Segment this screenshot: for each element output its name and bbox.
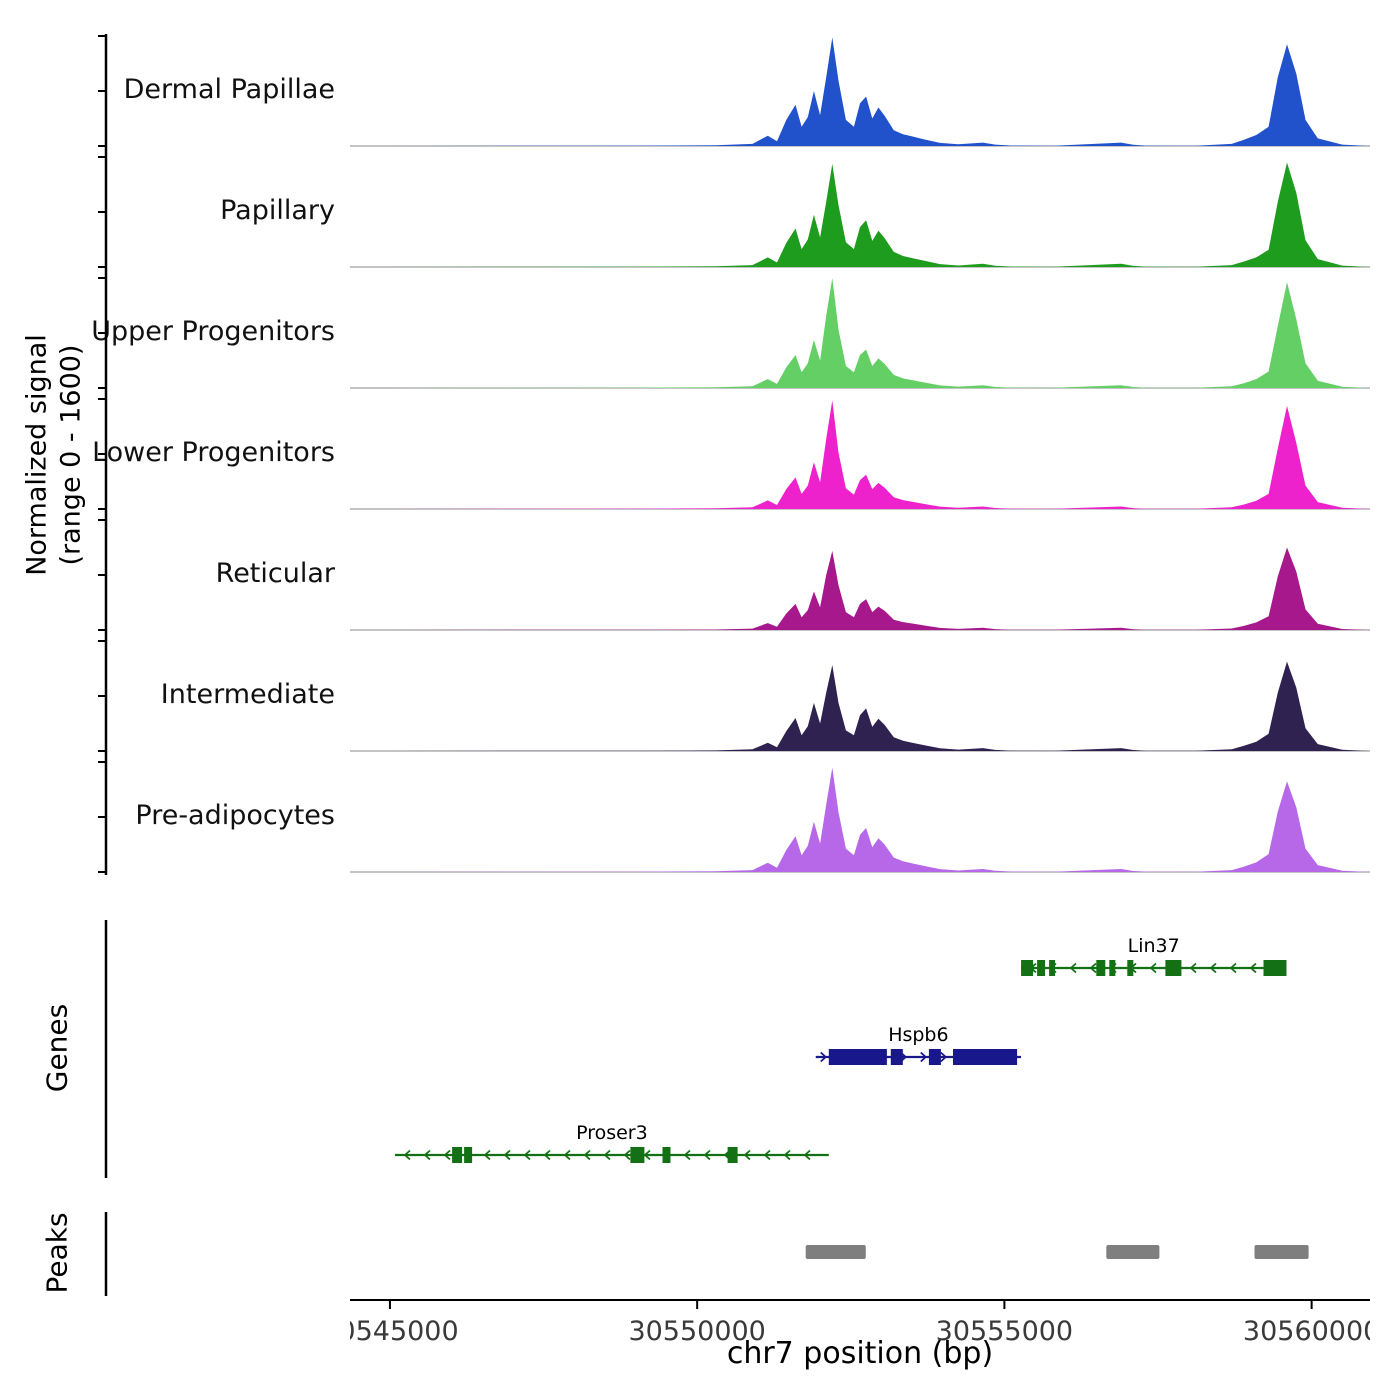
signal-track-reticular [350, 547, 1370, 631]
gene-exon [1127, 960, 1134, 976]
genes-track: Lin37 Hspb6 Proser3 [394, 935, 1287, 1163]
peak-region [805, 1245, 866, 1259]
signal-area-intermediate [350, 661, 1370, 751]
x-tick-label: 30560000 [1243, 1316, 1370, 1347]
gene-exon [464, 1147, 473, 1163]
signal-area-papillary [350, 162, 1370, 267]
gene-hspb6: Hspb6 [815, 1024, 1021, 1065]
gene-exon [890, 1049, 903, 1065]
signal-track-papillary [350, 162, 1370, 268]
x-tick-label: 30545000 [350, 1316, 459, 1347]
peaks-section-label: Peaks [40, 1212, 74, 1294]
signal-area-pre-adipocytes [350, 767, 1370, 872]
track-label-intermediate: Intermediate [160, 679, 335, 710]
track-label-upper-progenitors: Upper Progenitors [91, 316, 335, 347]
gene-label-hspb6: Hspb6 [888, 1024, 948, 1046]
track-label-lower-progenitors: Lower Progenitors [92, 437, 335, 468]
signal-area-upper-progenitors [350, 278, 1370, 388]
gene-lin37: Lin37 [1020, 935, 1287, 976]
x-tick-label: 30555000 [936, 1316, 1073, 1347]
gene-exon [928, 1049, 941, 1065]
gene-label-proser3: Proser3 [576, 1122, 648, 1144]
signal-track-intermediate [350, 661, 1370, 752]
peak-region [1254, 1245, 1309, 1259]
gene-exon [828, 1049, 887, 1065]
gene-exon [1037, 960, 1046, 976]
gene-exon [452, 1147, 463, 1163]
signal-track-upper-progenitors [350, 278, 1370, 389]
signal-track-lower-progenitors [350, 400, 1370, 510]
signal-area-dermal-papillae [350, 37, 1370, 146]
track-label-papillary: Papillary [220, 195, 335, 226]
gene-exon [630, 1147, 645, 1163]
x-axis: 30545000 30550000 30555000 30560000 [350, 1299, 1370, 1347]
gene-proser3: Proser3 [394, 1122, 829, 1163]
signal-track-dermal-papillae [350, 37, 1370, 147]
gene-label-lin37: Lin37 [1128, 935, 1180, 957]
gene-exon [1165, 960, 1182, 976]
signal-area-reticular [350, 547, 1370, 630]
x-axis-title: chr7 position (bp) [726, 1336, 994, 1371]
x-tick-label: 30550000 [628, 1316, 765, 1347]
track-label-pre-adipocytes: Pre-adipocytes [135, 800, 335, 831]
gene-exon [1096, 960, 1106, 976]
gene-exon [1109, 960, 1116, 976]
peaks-track [805, 1245, 1309, 1259]
genes-section-label: Genes [40, 1003, 74, 1093]
genes-axis-spine [104, 920, 108, 1178]
tracks-axis-spine [98, 34, 108, 875]
signal-track-pre-adipocytes [350, 767, 1370, 873]
gene-exon [1049, 960, 1056, 976]
gene-exon [1263, 960, 1287, 976]
peaks-axis-spine [104, 1212, 108, 1296]
gene-exon [662, 1147, 671, 1163]
gene-exon [727, 1147, 738, 1163]
track-label-reticular: Reticular [215, 558, 335, 589]
peak-region [1106, 1245, 1160, 1259]
signal-area-lower-progenitors [350, 400, 1370, 509]
y-axis-label-line1: Normalized signal [21, 334, 53, 576]
gene-exon [953, 1049, 1018, 1065]
gene-exon [1021, 960, 1034, 976]
track-label-dermal-papillae: Dermal Papillae [123, 74, 335, 105]
